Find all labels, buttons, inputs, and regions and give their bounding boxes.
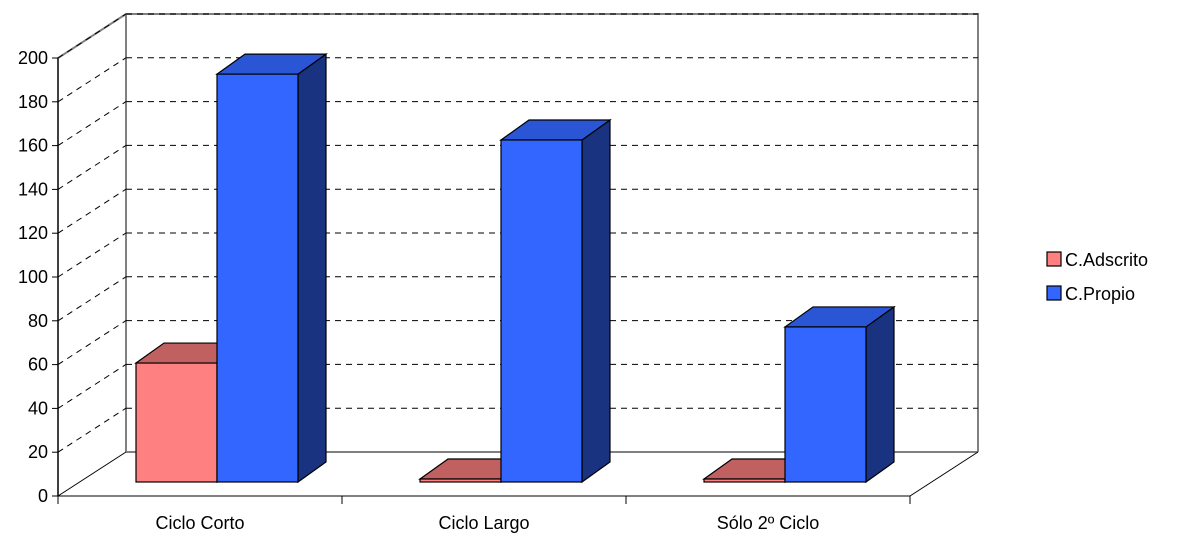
y-tick-label: 200 [18,48,48,68]
legend-entry-c-adscrito: C.Adscrito [1046,250,1148,270]
x-category-label: Sólo 2º Ciclo [717,513,820,533]
gridlines [57,13,978,453]
bar-side [581,118,611,484]
gridline-side [57,188,127,234]
legend-swatch [1046,285,1062,301]
y-tick-label: 100 [18,267,48,287]
gridline-side [57,57,127,103]
bar-front [703,478,786,483]
bar-side [297,52,327,484]
y-tick-label: 160 [18,136,48,156]
gridline-side [57,13,127,59]
legend-label: C.Propio [1065,284,1135,304]
y-tick-label: 60 [28,355,48,375]
y-tick-label: 120 [18,223,48,243]
bar-front [135,362,218,483]
bar-front [216,73,299,483]
y-tick-label: 40 [28,398,48,418]
legend-entry-c-propio: C.Propio [1046,284,1135,304]
bar-c-propio-1 [499,118,612,484]
y-tick-label: 80 [28,311,48,331]
bar-front [784,326,867,483]
bar-front [419,478,502,483]
y-axis-tick-labels: 0 20 40 60 80 100 120 140 160 180 200 [18,48,48,506]
gridline-side [57,320,127,366]
legend-swatch [1046,251,1062,267]
x-category-label: Ciclo Corto [155,513,244,533]
y-tick-label: 0 [38,486,48,506]
bar-c-propio-2 [783,305,896,484]
bar-c-propio-0 [215,52,328,484]
x-category-label: Ciclo Largo [438,513,529,533]
legend-label: C.Adscrito [1065,250,1148,270]
gridline-side [57,363,127,409]
axes [52,57,911,504]
bar-front [500,139,583,483]
floor-right-edge [909,451,979,497]
bar-side [865,305,895,484]
bars [134,52,896,484]
legend: C.Adscrito C.Propio [1046,250,1148,304]
gridline-side [57,276,127,322]
gridline-side [57,101,127,147]
gridline-side [57,407,127,453]
y-tick-label: 140 [18,179,48,199]
x-axis-category-labels: Ciclo Corto Ciclo Largo Sólo 2º Ciclo [155,513,819,533]
y-tick-label: 180 [18,92,48,112]
floor-left-edge [57,451,127,497]
gridline-side [57,144,127,190]
gridline-side [57,232,127,278]
y-tick-label: 20 [28,442,48,462]
